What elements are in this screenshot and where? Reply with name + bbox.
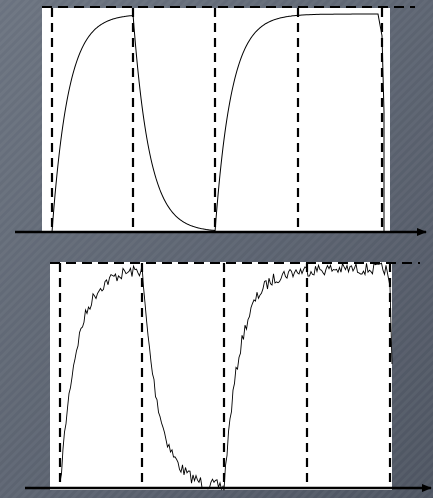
response-curve <box>51 13 385 233</box>
panel-background <box>50 262 392 490</box>
measured-panel <box>25 262 432 492</box>
ideal-panel <box>15 6 427 236</box>
response-curve <box>59 262 393 491</box>
